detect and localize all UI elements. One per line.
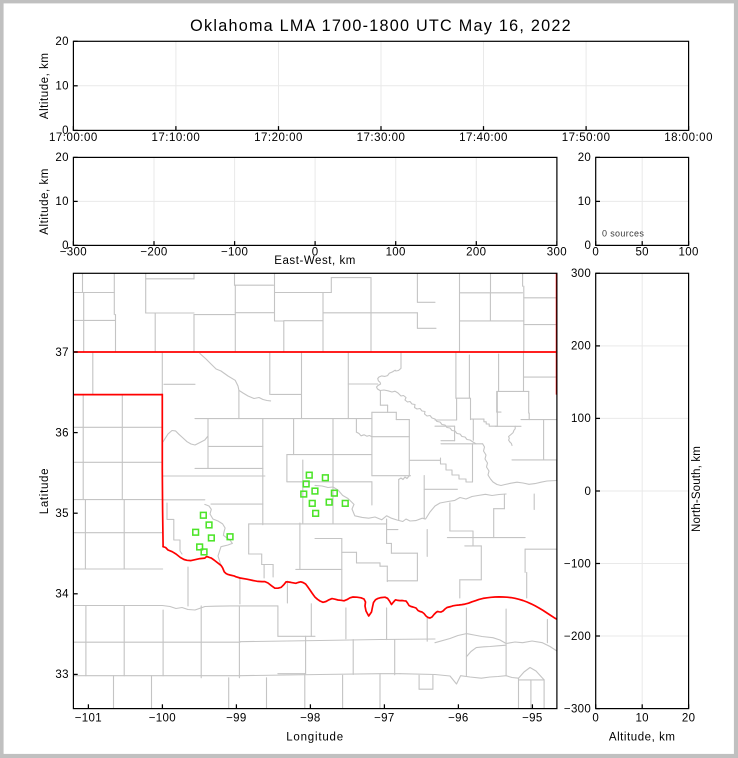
svg-text:−97: −97 (374, 712, 395, 724)
svg-text:−300: −300 (60, 247, 87, 259)
svg-text:North-South, km: North-South, km (691, 446, 703, 532)
svg-text:Altitude, km: Altitude, km (39, 52, 51, 119)
svg-text:Latitude: Latitude (39, 468, 51, 515)
svg-text:0: 0 (62, 240, 69, 252)
svg-text:0: 0 (312, 247, 319, 259)
svg-text:20: 20 (682, 712, 696, 724)
svg-text:100: 100 (386, 247, 406, 259)
svg-text:−99: −99 (226, 712, 247, 724)
svg-text:100: 100 (571, 413, 591, 425)
svg-text:−95: −95 (522, 712, 543, 724)
svg-text:300: 300 (547, 247, 567, 259)
svg-text:35: 35 (55, 508, 69, 520)
svg-text:−100: −100 (221, 247, 248, 259)
svg-text:−100: −100 (149, 712, 176, 724)
svg-text:10: 10 (55, 81, 69, 93)
svg-text:−98: −98 (300, 712, 321, 724)
svg-text:10: 10 (55, 196, 69, 208)
svg-text:0: 0 (592, 247, 599, 259)
svg-text:17:50:00: 17:50:00 (562, 132, 611, 144)
svg-text:0: 0 (592, 712, 599, 724)
svg-text:17:30:00: 17:30:00 (357, 132, 406, 144)
svg-text:Longitude: Longitude (286, 732, 344, 744)
svg-text:−300: −300 (564, 703, 591, 715)
svg-text:0: 0 (584, 486, 591, 498)
svg-text:300: 300 (571, 268, 591, 280)
svg-text:17:20:00: 17:20:00 (254, 132, 303, 144)
svg-text:17:40:00: 17:40:00 (459, 132, 508, 144)
svg-text:17:00:00: 17:00:00 (49, 132, 98, 144)
svg-text:200: 200 (466, 247, 486, 259)
svg-text:−100: −100 (564, 558, 591, 570)
svg-text:34: 34 (55, 589, 69, 601)
svg-text:Altitude, km: Altitude, km (609, 732, 676, 744)
svg-text:100: 100 (678, 247, 698, 259)
svg-text:33: 33 (55, 669, 69, 681)
svg-text:20: 20 (578, 152, 592, 164)
svg-text:Altitude, km: Altitude, km (39, 168, 51, 235)
svg-text:0: 0 (62, 125, 69, 137)
svg-text:200: 200 (571, 341, 591, 353)
svg-text:50: 50 (635, 247, 649, 259)
svg-text:36: 36 (55, 427, 69, 439)
svg-text:0 sources: 0 sources (602, 229, 644, 239)
svg-text:Oklahoma LMA 1700-1800 UTC May: Oklahoma LMA 1700-1800 UTC May 16, 2022 (190, 17, 572, 35)
svg-text:10: 10 (635, 712, 649, 724)
svg-text:20: 20 (55, 36, 69, 48)
svg-text:20: 20 (55, 152, 69, 164)
svg-text:10: 10 (578, 196, 592, 208)
svg-text:0: 0 (584, 240, 591, 252)
svg-text:17:10:00: 17:10:00 (152, 132, 201, 144)
svg-text:−200: −200 (564, 631, 591, 643)
svg-text:−101: −101 (75, 712, 102, 724)
svg-text:East-West, km: East-West, km (274, 255, 356, 267)
svg-text:37: 37 (55, 347, 69, 359)
svg-text:−96: −96 (448, 712, 469, 724)
svg-text:18:00:00: 18:00:00 (664, 132, 713, 144)
svg-text:−200: −200 (140, 247, 167, 259)
